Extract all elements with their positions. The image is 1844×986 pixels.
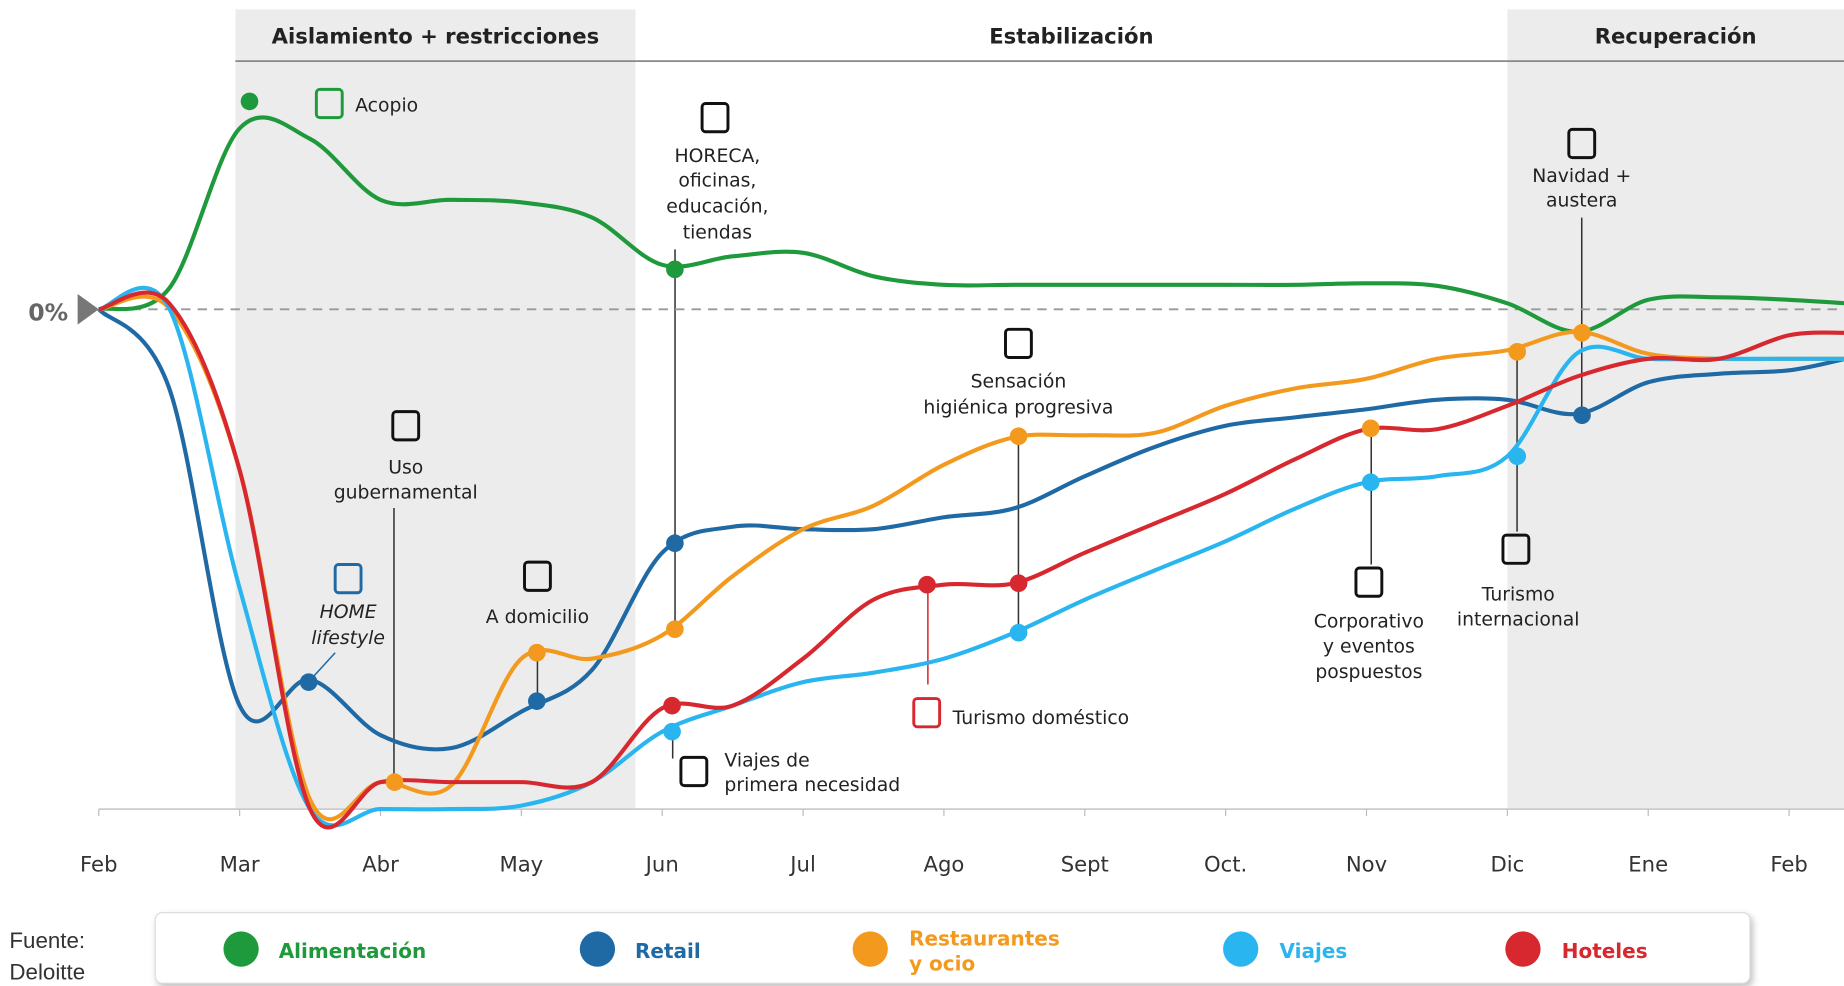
annotation-text: austera (1546, 191, 1617, 212)
marker (663, 722, 681, 741)
annotation-text: HOME (320, 602, 377, 623)
marker (1361, 419, 1380, 438)
legend-label: Viajes (1280, 939, 1348, 963)
legend-icon (852, 931, 888, 967)
marker (1573, 406, 1591, 425)
legend-icon (579, 931, 616, 967)
zero-arrow (77, 294, 99, 325)
x-tick-label: Ago (923, 852, 964, 877)
annotation-text: Turismo doméstico (952, 708, 1130, 729)
phase-title: Estabilización (989, 24, 1153, 49)
x-tick-label: Abr (362, 852, 399, 877)
annotation-text: pospuestos (1315, 662, 1422, 683)
x-tick-label: Sept (1061, 852, 1109, 877)
annotation-text: Sensación (971, 372, 1067, 393)
x-tick-label: Jul (788, 852, 816, 877)
source: Deloitte (9, 960, 85, 985)
marker (918, 575, 936, 594)
icon (1567, 127, 1597, 160)
phase-band (235, 9, 636, 810)
icon (391, 410, 421, 442)
annotation-text: Acopio (355, 95, 418, 116)
marker (528, 692, 546, 710)
legend-box (154, 912, 1751, 984)
x-tick-label: Oct. (1204, 852, 1247, 877)
marker (1573, 323, 1591, 342)
source: Fuente: (9, 928, 85, 953)
annotation-text: y eventos (1323, 636, 1415, 657)
annotation-text: oficinas, (678, 171, 756, 192)
icon (912, 697, 942, 729)
annotation-text: HORECA, (674, 146, 760, 167)
icon (1004, 327, 1033, 359)
annotation-text: primera necesidad (724, 775, 900, 796)
legend-label: Restaurantes y ocio (909, 926, 1060, 975)
series-line (98, 115, 1844, 334)
x-tick-label: Ene (1628, 852, 1668, 877)
marker (1361, 473, 1380, 492)
marker (666, 534, 684, 553)
icon (1501, 533, 1531, 565)
icon (314, 87, 344, 120)
annotation-text: Uso (388, 458, 423, 479)
marker (1009, 574, 1028, 593)
legend-icon (1223, 931, 1259, 967)
series-line (98, 290, 1844, 830)
annotation-text: Corporativo (1314, 612, 1424, 633)
annotation-text: Navidad + (1532, 166, 1631, 187)
icon (333, 563, 363, 595)
marker (299, 673, 318, 691)
legend-icon (1505, 931, 1541, 967)
marker (666, 260, 684, 279)
annotation-text: A domicilio (486, 607, 589, 628)
x-tick-label: Nov (1346, 852, 1387, 877)
annotations: Acopio HORECA, oficinas, educación, tiendas U… (309, 87, 1631, 796)
legend-icon (223, 931, 259, 967)
annotation-text: educación, (666, 196, 768, 217)
phase-title: Recuperación (1595, 24, 1757, 49)
phase-title: Aislamiento + restricciones (272, 24, 600, 49)
annotation-text: lifestyle (311, 628, 385, 649)
icon (1354, 566, 1384, 598)
annotation-text: higiénica progresiva (923, 398, 1113, 419)
phase-band (1507, 9, 1844, 810)
marker (240, 92, 259, 111)
marker (1508, 447, 1527, 466)
x-tick-label: Feb (1770, 852, 1807, 877)
leader-line (309, 652, 336, 681)
marker (1508, 342, 1527, 361)
icon (679, 755, 709, 788)
marker (663, 696, 681, 715)
background: Aislamiento + restricciones Estabilizació… (235, 9, 1844, 810)
annotation-text: tiendas (683, 222, 752, 243)
y-tick-label: 0% (28, 299, 68, 327)
x-tick-label: Mar (220, 852, 260, 877)
icon (700, 102, 730, 134)
x-tick-label: Feb (80, 852, 117, 877)
marker (666, 620, 684, 639)
x-tick-label: Dic (1490, 852, 1524, 877)
marker (528, 643, 546, 662)
legend-label: Alimentación (279, 939, 426, 963)
plot-area: Feb Mar Abr May Jun Jul Ago Sept Oct. Nov Dic Ene Fe… (28, 92, 1844, 877)
annotation-text: internacional (1457, 609, 1580, 630)
annotation-text: Turismo (1481, 585, 1555, 606)
legend-label: Hoteles (1562, 939, 1648, 963)
marker (1009, 427, 1028, 446)
annotation-text: Viajes de (724, 750, 809, 771)
legend: Alimentación Retail Restaurantes y ocio Viaj… (9, 912, 1751, 985)
series-line (98, 294, 1844, 822)
icon (523, 560, 552, 592)
marker (1009, 623, 1028, 642)
marker (385, 773, 404, 791)
x-tick-label: Jun (644, 852, 679, 877)
annotation-text: gubernamental (334, 482, 478, 503)
legend-label: Retail (635, 939, 701, 963)
x-tick-label: May (499, 852, 543, 877)
